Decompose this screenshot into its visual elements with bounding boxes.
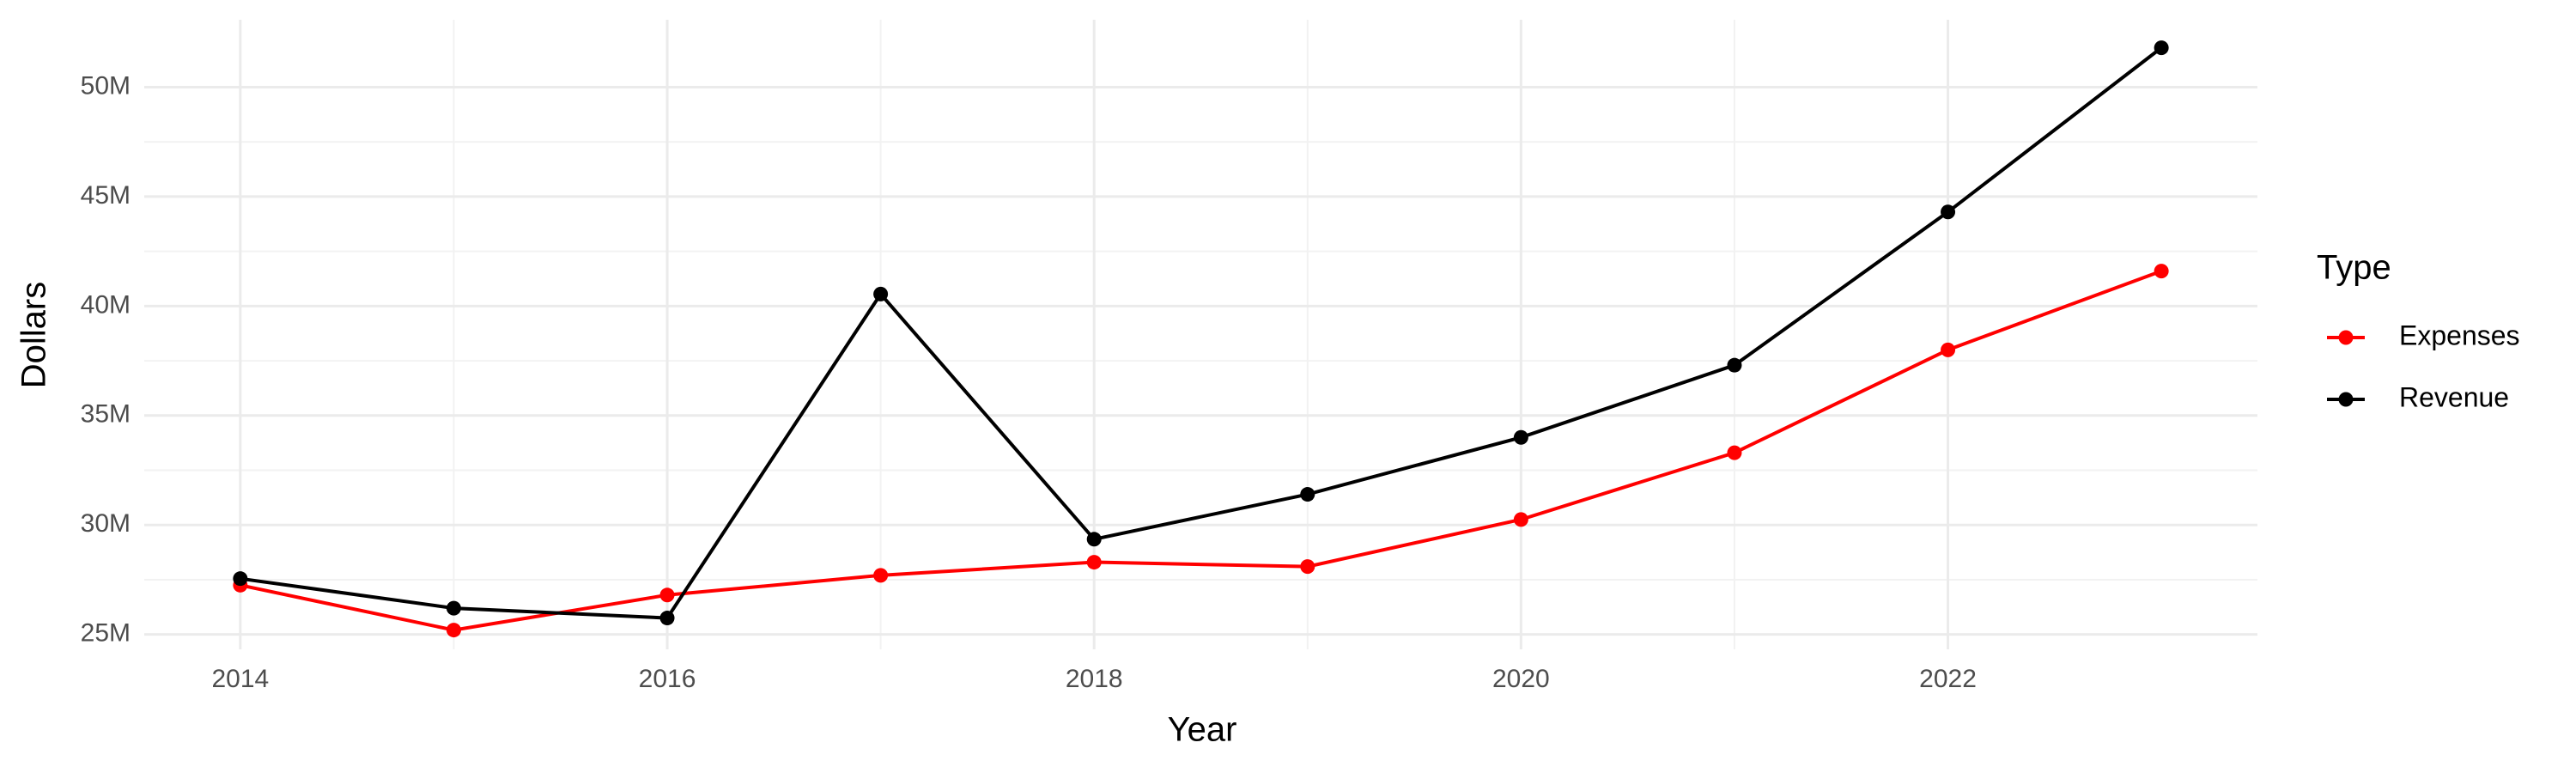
data-point bbox=[1727, 445, 1742, 460]
data-point bbox=[1513, 429, 1528, 445]
x-tick-label: 2020 bbox=[1492, 665, 1550, 693]
data-point bbox=[1086, 532, 1102, 547]
data-point bbox=[1513, 512, 1528, 527]
data-point bbox=[1300, 559, 1315, 575]
data-point bbox=[1727, 357, 1742, 373]
data-point bbox=[233, 571, 248, 587]
x-tick-label: 2022 bbox=[1919, 665, 1977, 693]
data-point bbox=[1300, 487, 1315, 502]
y-tick-label: 30M bbox=[81, 509, 131, 538]
legend-title: Type bbox=[2317, 249, 2391, 287]
x-axis-title: Year bbox=[1168, 711, 1237, 749]
series-line bbox=[240, 269, 2162, 632]
data-point bbox=[1086, 555, 1102, 570]
y-tick-label: 25M bbox=[81, 619, 131, 648]
legend-key-point bbox=[2338, 392, 2354, 407]
data-point bbox=[2154, 264, 2169, 279]
y-tick-label: 50M bbox=[81, 71, 131, 100]
data-point bbox=[2154, 40, 2169, 56]
y-tick-label: 45M bbox=[81, 181, 131, 210]
data-point bbox=[446, 623, 461, 638]
data-point bbox=[1941, 342, 1956, 357]
y-tick-label: 35M bbox=[81, 400, 131, 429]
data-point bbox=[659, 587, 675, 603]
legend-label: Revenue bbox=[2399, 381, 2509, 412]
y-tick-label: 40M bbox=[81, 290, 131, 319]
data-point bbox=[873, 568, 889, 583]
series-line bbox=[240, 46, 2163, 620]
data-point bbox=[873, 286, 889, 301]
data-point bbox=[659, 611, 675, 626]
y-axis-title: Dollars bbox=[15, 282, 53, 388]
data-point bbox=[446, 600, 461, 616]
legend-key-point bbox=[2338, 330, 2354, 345]
x-tick-label: 2016 bbox=[639, 665, 696, 693]
x-tick-label: 2018 bbox=[1066, 665, 1123, 693]
data-point bbox=[1941, 204, 1956, 220]
x-tick-label: 2014 bbox=[211, 665, 269, 693]
legend-label: Expenses bbox=[2399, 320, 2520, 350]
